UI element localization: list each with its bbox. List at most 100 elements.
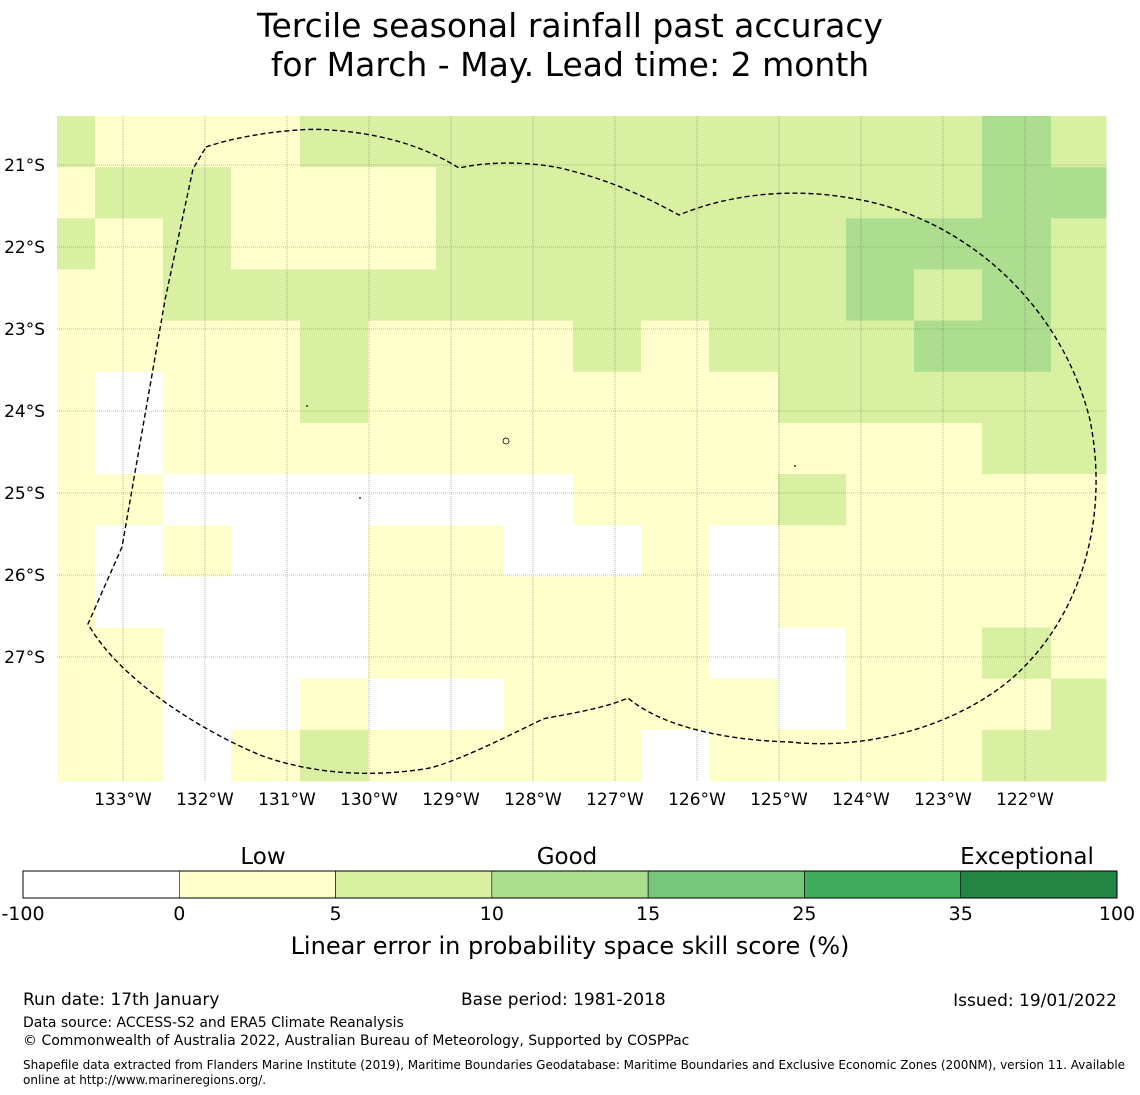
grid-cell [368, 218, 437, 270]
grid-cell [163, 320, 232, 373]
grid-cell [914, 525, 983, 577]
grid-cell [163, 116, 232, 168]
grid-cell [504, 116, 574, 168]
skill-map: 21°S22°S23°S24°S25°S26°S27°S 133°W 132°W 1… [4, 116, 1107, 810]
colorbar-label: Linear error in probability space skill … [291, 932, 850, 960]
grid-cell [778, 627, 847, 680]
grid-cell [163, 678, 232, 731]
grid-cell [436, 576, 505, 629]
latitude-label: 25°S [4, 484, 45, 504]
grid-cell [368, 474, 437, 526]
colorbar-frame [22, 870, 1118, 899]
longitude-labels: 133°W 132°W 131°W 130°W 129°W 128°W 127°W 126°W… [94, 790, 1054, 810]
grid-cell [778, 167, 847, 219]
latitude-labels: 21°S 22°S 23°S 24°S 25°S 26°S 27°S [4, 156, 45, 668]
grid-cell [709, 371, 779, 424]
grid-cell [231, 371, 301, 424]
grid-cell [231, 729, 301, 782]
grid-cell [641, 678, 710, 731]
grid-cell [1051, 116, 1107, 168]
grid-cell [95, 167, 164, 219]
grid-cell [1051, 678, 1107, 731]
grid-cell [982, 218, 1052, 270]
grid-cell [573, 116, 642, 168]
grid-cell [163, 167, 232, 219]
grid-cell [504, 678, 574, 731]
colorbar-segment [335, 870, 493, 899]
grid-cell [778, 269, 847, 322]
longitude-label: 132°W [176, 790, 234, 810]
grid-cell [641, 576, 710, 629]
grid-cell [1051, 474, 1107, 526]
colorbar-ticks: -100 0 5 10 15 25 35 100 [1, 903, 1135, 925]
grid-cell [1051, 320, 1107, 373]
grid-cell [573, 422, 642, 475]
grid-cell [914, 422, 983, 475]
latitude-label: 21°S [4, 156, 45, 176]
grid-cell [231, 474, 301, 526]
grid-cell [914, 627, 983, 680]
grid-cell [436, 116, 505, 168]
grid-cell [163, 371, 232, 424]
grid-cell [300, 218, 369, 270]
grid-cell [368, 422, 437, 475]
grid-cell [1051, 371, 1107, 424]
grid-cell [368, 525, 437, 577]
grid-cell [914, 576, 983, 629]
grid-cell [641, 729, 710, 782]
grid-cell [709, 678, 779, 731]
grid-cell [231, 678, 301, 731]
grid-cell [436, 371, 505, 424]
grid-cell [504, 729, 574, 782]
grid-cell [846, 525, 915, 577]
grid-cell [709, 320, 779, 373]
grid-cell [504, 218, 574, 270]
grid-cell [846, 371, 915, 424]
grid-cell [914, 167, 983, 219]
colorbar-segment [960, 870, 1118, 899]
grid-cell [778, 474, 847, 526]
grid-cell [982, 729, 1052, 782]
grid-cell [231, 167, 301, 219]
grid-cell [163, 576, 232, 629]
colorbar-segments [22, 870, 1118, 899]
grid-cell [778, 422, 847, 475]
grid-cell [504, 269, 574, 322]
colorbar-segment [491, 870, 649, 899]
grid-cell [504, 167, 574, 219]
grid-cell [641, 627, 710, 680]
title-line-1: Tercile seasonal rainfall past accuracy [256, 6, 884, 45]
grid-cell [846, 474, 915, 526]
longitude-label: 126°W [668, 790, 726, 810]
island-mark [794, 465, 796, 467]
grid-cell [57, 474, 96, 526]
run-date: Run date: 17th January [23, 990, 220, 1010]
grid-cell [57, 729, 96, 782]
grid-cell [95, 116, 164, 168]
grid-cell [231, 116, 301, 168]
grid-cell [778, 525, 847, 577]
colorbar-category-label: Low [240, 844, 285, 870]
grid-cell [163, 422, 232, 475]
colorbar-segment [22, 870, 180, 899]
grid-cell [982, 167, 1052, 219]
grid-cell [504, 627, 574, 680]
grid-cell [436, 678, 505, 731]
grid-cell [231, 627, 301, 680]
grid-cell [368, 116, 437, 168]
grid-cell [914, 729, 983, 782]
colorbar-tick-label: 25 [792, 903, 816, 925]
grid-cell [300, 576, 369, 629]
grid-cell [436, 627, 505, 680]
grid-cell [778, 576, 847, 629]
skill-grid-cells [57, 116, 1107, 782]
grid-cell [914, 269, 983, 322]
grid-cell [709, 167, 779, 219]
data-source: Data source: ACCESS-S2 and ERA5 Climate … [23, 1015, 404, 1031]
longitude-label: 125°W [750, 790, 808, 810]
grid-cell [846, 167, 915, 219]
grid-cell [846, 218, 915, 270]
grid-cell [641, 116, 710, 168]
grid-cell [95, 474, 164, 526]
grid-cell [846, 269, 915, 322]
